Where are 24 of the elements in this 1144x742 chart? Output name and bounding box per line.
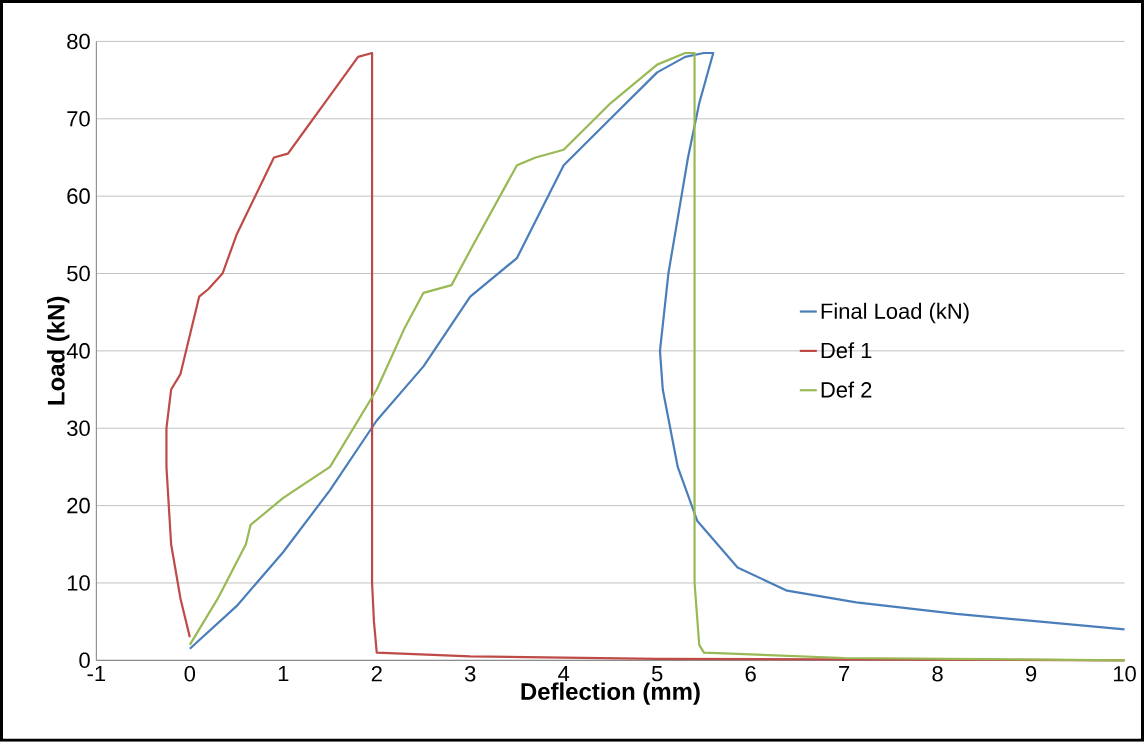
x-tick-label: 5 bbox=[651, 666, 663, 682]
x-tick-label: -1 bbox=[87, 666, 106, 682]
x-tick-label: 3 bbox=[464, 666, 476, 682]
x-tick-label: 6 bbox=[745, 666, 756, 682]
y-tick-label: 30 bbox=[67, 420, 90, 437]
y-tick-label: 60 bbox=[67, 188, 90, 205]
x-tick-label: 8 bbox=[932, 666, 943, 682]
x-tick-label: 4 bbox=[558, 666, 570, 682]
y-tick-label: 0 bbox=[79, 652, 90, 669]
y-tick-label: 10 bbox=[67, 575, 90, 591]
legend-label: Def 1 bbox=[821, 342, 872, 359]
x-tick-label: 0 bbox=[184, 666, 196, 682]
y-tick-label: 80 bbox=[67, 33, 90, 50]
y-tick-label: 20 bbox=[67, 497, 90, 514]
x-tick-label: 10 bbox=[1113, 666, 1136, 682]
x-tick-label: 2 bbox=[371, 666, 382, 682]
x-axis-title: Deflection (mm) bbox=[521, 682, 700, 705]
x-tick-label: 9 bbox=[1025, 666, 1037, 682]
x-tick-label: 7 bbox=[839, 666, 850, 682]
legend-label: Def 2 bbox=[821, 381, 872, 398]
legend-label: Final Load (kN) bbox=[821, 302, 969, 324]
x-tick-label: 1 bbox=[278, 666, 289, 682]
y-tick-label: 70 bbox=[67, 111, 90, 127]
y-tick-label: 50 bbox=[67, 265, 90, 282]
